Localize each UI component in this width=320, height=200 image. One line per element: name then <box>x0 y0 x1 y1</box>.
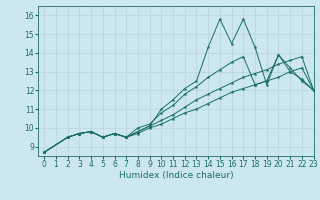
X-axis label: Humidex (Indice chaleur): Humidex (Indice chaleur) <box>119 171 233 180</box>
